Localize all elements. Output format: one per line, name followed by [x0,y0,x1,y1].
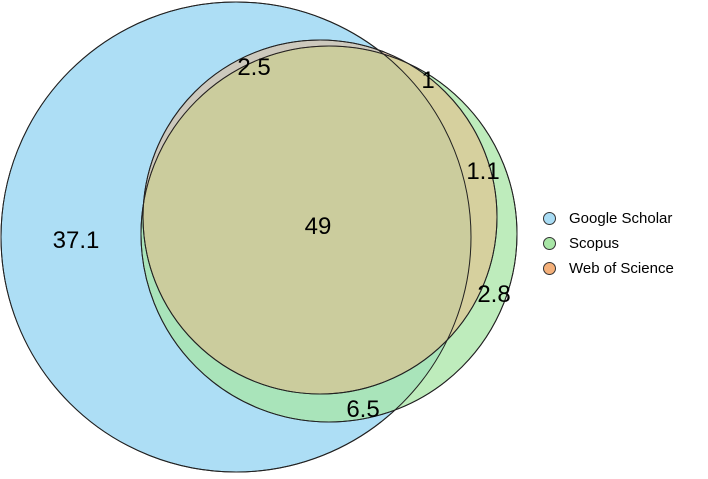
region-label-all-three: 49 [305,213,332,240]
legend-label-web-of-science: Web of Science [569,260,674,277]
region-label-scopus-web-of-science: 1.1 [466,158,499,185]
legend-label-scopus: Scopus [569,235,620,252]
legend-item-scopus: Scopus [543,231,674,256]
legend-swatch-scopus [543,237,556,250]
region-label-google-scholar-web-of-science: 2.5 [237,54,270,81]
region-label-google-scholar-only: 37.1 [53,227,100,254]
set-outline-web-of-science [142,39,498,395]
legend-item-google-scholar: Google Scholar [543,206,674,231]
region-label-google-scholar-scopus: 6.5 [346,396,379,423]
legend-item-web-of-science: Web of Science [543,256,674,281]
region-label-scopus-only: 2.8 [477,281,510,308]
legend-swatch-google-scholar [543,212,556,225]
legend-label-google-scholar: Google Scholar [569,210,673,227]
legend-swatch-web-of-science [543,262,556,275]
set-outline-scopus [140,45,518,423]
set-outline-google-scholar [0,1,472,473]
legend: Google Scholar Scopus Web of Science [543,206,674,281]
region-label-web-of-science-only: 1 [421,67,434,94]
